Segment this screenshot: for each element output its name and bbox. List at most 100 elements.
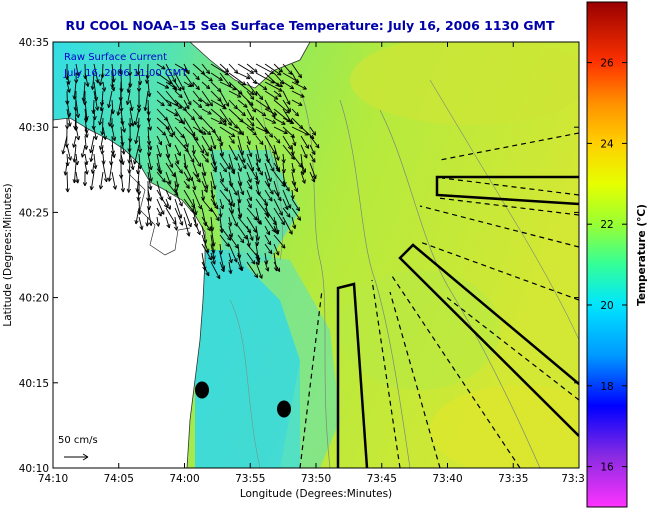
current-vector — [201, 72, 213, 82]
current-vector — [291, 126, 309, 136]
current-vector — [228, 180, 238, 196]
current-vector — [138, 72, 141, 85]
current-vector — [93, 126, 97, 140]
current-vector — [138, 135, 141, 153]
current-vector — [165, 144, 170, 158]
current-vector — [246, 126, 257, 136]
current-vector — [146, 216, 149, 227]
current-vector — [291, 81, 307, 90]
current-vector — [201, 189, 205, 201]
current-vector — [273, 171, 286, 187]
current-vector — [237, 90, 254, 106]
current-vector — [309, 171, 316, 183]
current-vector — [237, 135, 244, 155]
current-vector — [264, 243, 273, 254]
current-vector — [210, 72, 223, 81]
current-vector — [282, 198, 289, 210]
current-vector — [147, 198, 150, 210]
current-vector — [201, 162, 206, 176]
current-vector — [219, 225, 232, 241]
current-vector — [84, 135, 87, 150]
current-vector — [273, 99, 290, 114]
current-vector — [108, 90, 113, 108]
current-vector — [137, 63, 140, 75]
current-vector — [273, 144, 280, 161]
current-vector — [75, 126, 80, 141]
current-vector — [237, 180, 244, 195]
current-vector — [228, 99, 238, 110]
current-vector — [111, 171, 116, 190]
colorbar-tick-label: 20 — [600, 300, 613, 312]
current-vector — [291, 198, 300, 212]
current-vector — [183, 81, 192, 88]
current-vector — [228, 144, 238, 161]
transect-boxes — [336, 175, 579, 468]
current-vector — [273, 126, 288, 134]
current-vector — [75, 63, 79, 76]
current-vector — [73, 144, 77, 163]
current-vector — [201, 171, 208, 189]
current-vector — [237, 63, 254, 74]
current-vector — [120, 117, 126, 133]
current-vector — [117, 99, 122, 116]
current-vector — [75, 171, 79, 184]
current-vector — [228, 63, 239, 74]
current-vector — [201, 108, 212, 115]
current-vector — [183, 171, 190, 182]
current-vector — [291, 171, 296, 186]
current-vector — [201, 90, 213, 107]
current-vector — [156, 207, 162, 217]
current-vector — [84, 153, 88, 165]
current-vector — [264, 81, 283, 92]
current-vector — [291, 108, 299, 117]
current-vector — [282, 162, 285, 173]
current-vector — [255, 261, 263, 279]
current-vector — [156, 90, 172, 107]
current-vector — [300, 162, 306, 173]
current-vector — [165, 207, 177, 225]
current-vector — [255, 90, 264, 100]
current-vector — [237, 189, 241, 204]
current-vector — [135, 207, 140, 225]
current-vector — [201, 144, 209, 157]
current-vector — [273, 234, 286, 249]
current-vector — [137, 162, 140, 174]
current-vector — [228, 90, 242, 98]
y-axis-label: Latitude (Degrees:Minutes) — [2, 183, 14, 326]
current-vector — [192, 189, 202, 210]
current-vector — [246, 81, 258, 96]
current-vector — [192, 216, 201, 235]
current-vector — [156, 162, 161, 172]
current-vector — [74, 108, 77, 130]
current-vector — [102, 162, 108, 182]
station-marker — [277, 400, 291, 418]
current-vector — [273, 225, 279, 235]
current-vector — [192, 153, 202, 167]
current-vector — [246, 234, 250, 247]
current-vector — [273, 153, 280, 171]
current-vector — [246, 252, 256, 265]
x-tick-label: 73:35 — [498, 473, 528, 485]
current-vector — [174, 198, 182, 219]
survey-lines — [299, 132, 579, 468]
current-vector — [210, 153, 217, 171]
current-vector — [100, 171, 104, 190]
current-vector — [66, 108, 71, 127]
current-vector — [273, 81, 283, 88]
colorbar-tick-label: 16 — [600, 462, 614, 474]
current-vector — [210, 234, 215, 254]
current-vector — [156, 72, 173, 85]
current-vector — [246, 261, 259, 278]
current-vector — [111, 126, 116, 141]
current-vector — [237, 153, 247, 170]
figure-title: RU COOL NOAA–15 Sea Surface Temperature:… — [65, 18, 554, 33]
current-vector — [102, 126, 106, 140]
colorbar-label: Temperature (°C) — [636, 204, 648, 306]
current-vector — [210, 243, 215, 260]
current-vector — [64, 162, 68, 176]
x-axis-label: Longitude (Degrees:Minutes) — [240, 488, 392, 500]
current-vector — [66, 153, 69, 167]
current-vector — [300, 171, 306, 184]
current-vector — [246, 72, 257, 84]
